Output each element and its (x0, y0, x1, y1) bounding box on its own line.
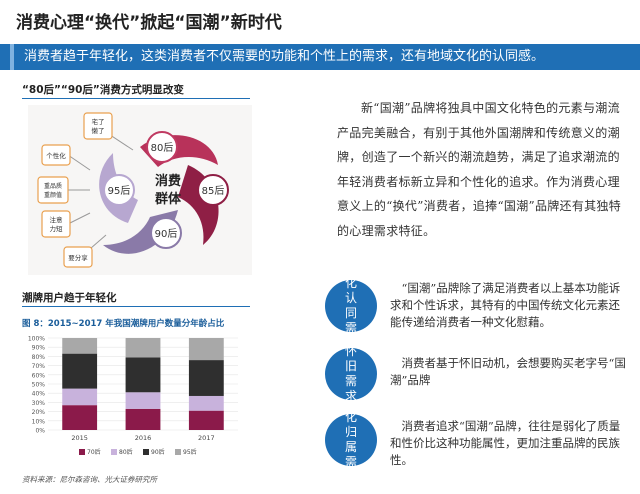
badge-85-label: 85后 (202, 185, 225, 197)
bar-segment (188, 410, 224, 430)
y-tick-label: 50% (32, 382, 46, 389)
center-label-line1: 消费 (155, 173, 181, 189)
legend-label: 90后 (151, 448, 165, 456)
consumer-group-diagram: 80后 85后 90后 95后 消费 群体 宅了 懒了 个性化 重品质 重颜值 … (28, 105, 252, 275)
section-heading-trend: 潮牌用户趋于年轻化 (22, 292, 117, 304)
bar-segment (62, 338, 98, 354)
circle-char: 旧 (344, 359, 357, 373)
circle-char: 属 (344, 440, 357, 454)
factor-circle-cultural-belonging: 化 归 属 需 (325, 410, 377, 469)
x-tick-label: 2015 (71, 434, 88, 442)
y-tick-label: 60% (32, 372, 46, 379)
y-tick-label: 70% (32, 363, 46, 370)
trait-label: 个性化 (46, 151, 66, 160)
badge-90-label: 90后 (155, 228, 178, 240)
bar-segment (125, 408, 161, 430)
bar-segment (125, 392, 161, 409)
y-tick-label: 90% (32, 345, 46, 352)
trait-badge (37, 176, 69, 204)
y-tick-label: 100% (28, 336, 45, 343)
bar-segment (188, 360, 224, 396)
circle-char: 需 (344, 374, 357, 388)
divider-2 (22, 306, 250, 307)
bar-segment (62, 405, 98, 430)
factor-text-nostalgia: 消费者基于怀旧动机，会想要购买老字号“国潮”品牌 (390, 356, 626, 387)
y-tick-label: 80% (32, 354, 46, 361)
badge-90 (150, 217, 182, 249)
legend-swatch (79, 449, 85, 455)
connector-line (67, 154, 91, 171)
trait-label: 懒了 (92, 126, 105, 135)
circle-char: 认 (344, 291, 357, 305)
bar-segment (62, 388, 98, 406)
divider-1 (22, 98, 250, 99)
section-heading-consumption: “80后”“90后”消费方式明显改变 (22, 84, 184, 96)
trait-label: 重品质 (44, 182, 62, 190)
legend-swatch (143, 449, 149, 455)
bar-segment (188, 338, 224, 361)
bar-segment (125, 338, 161, 358)
trait-label: 力短 (50, 224, 64, 233)
bar-segment (125, 357, 161, 393)
stacked-bar-chart: 0% 10% 20% 30% 40% 50% 60% 70% 80% 90% 100% 2015 201… (22, 330, 248, 470)
y-tick-label: 30% (32, 400, 46, 407)
factor-circle-cultural-identity: 化 认 同 需 (325, 276, 377, 335)
diagram-svg: 80后 85后 90后 95后 消费 群体 宅了 懒了 个性化 重品质 重颜值 … (37, 112, 229, 268)
bar-segment (62, 353, 98, 389)
connector-line (69, 212, 91, 224)
trait-badge (41, 144, 71, 166)
trait-badge (63, 246, 93, 268)
circle-char: 需 (344, 455, 357, 469)
page-title: 消费心理“换代”掀起“国潮”新时代 (16, 13, 282, 33)
badge-95 (103, 174, 135, 206)
trait-badge (41, 210, 71, 238)
circle-char: 化 (344, 410, 357, 424)
circle-char: 怀 (344, 344, 357, 358)
center-label-line2: 群体 (155, 191, 182, 207)
chart-caption: 图 8：2015~2017 年我国潮牌用户数量分年龄占比 (22, 319, 225, 329)
legend-swatch (111, 449, 117, 455)
circle-char: 归 (344, 425, 357, 439)
x-tick-label: 2016 (135, 434, 152, 442)
factor-text-cultural-belonging: 消费者追求“国潮”品牌，往往是弱化了质量和性价比这种功能属性，更加注重品牌的民族… (390, 419, 621, 467)
trait-label: 注意 (50, 215, 64, 224)
legend-label: 80后 (119, 448, 133, 456)
legend-swatch (175, 449, 181, 455)
circle-char: 同 (344, 306, 357, 320)
legend-label: 70后 (87, 448, 101, 456)
bar-segment (188, 395, 224, 411)
y-tick-label: 20% (32, 409, 46, 416)
chart-source: 资料来源：尼尔森咨询、光大证券研究所 (22, 475, 157, 484)
circle-char: 需 (344, 321, 357, 335)
y-tick-label: 0% (35, 428, 45, 435)
trait-badge (83, 112, 113, 140)
circle-char: 求 (344, 389, 357, 403)
badge-85 (197, 174, 229, 206)
y-tick-label: 10% (32, 418, 46, 425)
trait-label: 要分享 (68, 253, 88, 262)
badge-95-label: 95后 (108, 185, 131, 197)
circle-char: 化 (344, 276, 357, 290)
factor-text-cultural-identity: “国潮”品牌除了满足消费者以上基本功能诉求和个性诉求，其特有的中国传统文化元素还… (390, 281, 621, 329)
legend-label: 95后 (183, 448, 197, 456)
badge-80-label: 80后 (151, 142, 174, 154)
trait-label: 重颜值 (44, 191, 62, 199)
trait-label: 宅了 (92, 117, 105, 126)
description-paragraph: 新“国潮”品牌将独具中国文化特色的元素与潮流产品完美融合，有别于其他外国潮牌和传… (337, 101, 622, 238)
x-tick-label: 2017 (198, 434, 215, 442)
y-tick-label: 40% (32, 391, 46, 398)
summary-banner: 消费者趋于年轻化，这类消费者不仅需要的功能和个性上的需求，还有地域文化的认同感。 (0, 44, 640, 70)
badge-80 (146, 131, 178, 163)
factor-circle-nostalgia: 怀 旧 需 求 (325, 344, 377, 403)
chart-svg: 0% 10% 20% 30% 40% 50% 60% 70% 80% 90% 100% 2015 201… (28, 336, 238, 456)
